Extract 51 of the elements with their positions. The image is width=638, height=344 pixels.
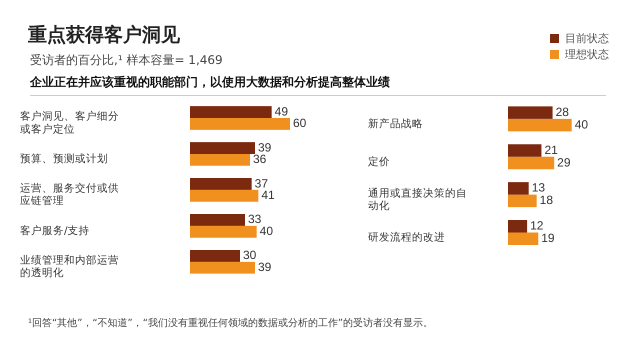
bar (190, 226, 257, 238)
bar (508, 118, 572, 132)
bar (508, 144, 542, 157)
data-label: 36 (253, 152, 267, 166)
y-tick-label: 新产品战略 (368, 116, 423, 130)
bar (190, 262, 255, 274)
bar (190, 178, 252, 190)
y-tick-label: 研发流程的改进 (368, 230, 445, 244)
data-label: 12 (530, 218, 544, 233)
data-label: 60 (293, 116, 307, 130)
data-label: 19 (541, 231, 555, 246)
data-label: 39 (258, 140, 272, 154)
data-label: 29 (557, 155, 571, 170)
data-label: 40 (260, 224, 274, 238)
data-label: 49 (274, 104, 288, 118)
chart-subtitle: 受访者的百分比,¹ 样本容量= 1,469 (30, 52, 223, 69)
legend-label: 理想状态 (565, 46, 609, 62)
bar (508, 220, 528, 232)
text: ¹回答“其他”，“不知道”，“我们没有重视任何领域的数据或分析的工作”的受访者没有显示。 (28, 316, 434, 330)
data-label: 30 (243, 248, 257, 262)
y-tick-label: 业绩管理和内部运营的透明化 (20, 254, 119, 280)
bar (508, 156, 554, 170)
bar (508, 182, 529, 195)
bar (190, 214, 245, 226)
bar (190, 106, 272, 118)
bar (508, 232, 538, 245)
legend-label: 目前状态 (565, 30, 609, 46)
bar (508, 194, 537, 208)
data-label: 41 (261, 188, 276, 202)
bar (190, 118, 290, 130)
chart-title: 重点获得客户洞见 (28, 23, 180, 48)
data-label: 18 (540, 193, 554, 208)
data-label: 39 (258, 260, 272, 274)
bar (190, 190, 258, 202)
y-tick-label: 定价 (368, 154, 390, 168)
y-tick-label: 预算、预测或计划 (20, 152, 108, 165)
data-label: 40 (574, 117, 588, 132)
bar (190, 250, 240, 262)
y-tick-label: 通用或直接决策的自动化 (368, 186, 467, 212)
y-tick-label: 客户洞见、客户细分或客户定位 (20, 110, 119, 136)
bar (508, 106, 553, 119)
data-label: 21 (544, 142, 558, 157)
bar (190, 142, 255, 154)
y-tick-label: 客户服务/支持 (20, 224, 90, 237)
data-label: 37 (254, 176, 268, 190)
data-label: 28 (556, 104, 570, 119)
bar (190, 154, 250, 166)
data-label: 33 (248, 212, 262, 226)
y-tick-label: 运营、服务交付或供应链管理 (20, 182, 119, 208)
text: 企业正在并应该重视的职能部门，以使用大数据和分析提高整体业绩 (30, 74, 390, 91)
data-label: 13 (532, 180, 546, 195)
